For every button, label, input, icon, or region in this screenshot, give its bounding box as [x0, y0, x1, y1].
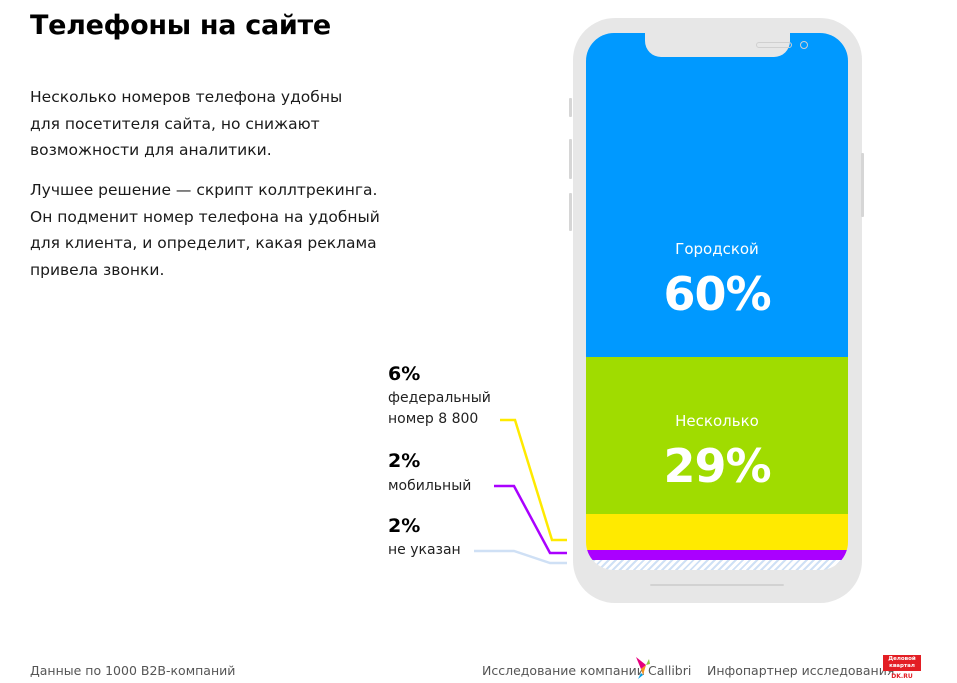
intro-line: для посетителя сайта, но снижают	[30, 114, 320, 133]
phone-chart: Городской 60% Несколько 29%	[569, 18, 864, 603]
segment-city: Городской 60%	[586, 33, 848, 357]
legend-mobile-value: 2%	[388, 450, 421, 472]
legend-federal-line2: номер 8 800	[388, 411, 479, 427]
footer-partner: Инфопартнер исследования	[707, 663, 895, 678]
dk-logo: Деловой квартал	[883, 655, 921, 671]
home-indicator	[650, 584, 784, 586]
phone-mute-button	[569, 98, 572, 117]
segment-several-label: Несколько	[675, 412, 759, 430]
phone-notch	[645, 33, 808, 57]
dk-site: DK.RU	[891, 673, 913, 680]
legend-unknown-label: не указан	[388, 542, 461, 558]
page-title: Телефоны на сайте	[30, 10, 331, 41]
phone-volume-up-button	[569, 139, 572, 179]
camera-icon	[800, 41, 808, 49]
connector-mobile	[494, 484, 567, 555]
phone-power-button	[861, 153, 864, 217]
footer-research-by: Исследование компании	[482, 663, 645, 678]
segment-city-value: 60%	[663, 267, 771, 321]
intro-line: возможности для аналитики.	[30, 141, 272, 159]
segment-several: Несколько 29%	[586, 357, 848, 514]
intro-line: для клиента, и определит, какая реклама	[30, 234, 377, 252]
legend-mobile-label: мобильный	[388, 478, 472, 494]
footer-source: Данные по 1000 B2B-компаний	[30, 663, 236, 678]
connector-unknown	[474, 549, 567, 565]
segment-federal	[586, 514, 848, 550]
phone-volume-down-button	[569, 193, 572, 231]
speaker-icon	[756, 42, 792, 48]
legend-unknown-value: 2%	[388, 515, 421, 537]
intro-line: Лучшее решение — скрипт коллтрекинга.	[30, 181, 378, 199]
connector-federal	[500, 418, 567, 542]
segment-city-label: Городской	[675, 240, 759, 258]
intro-paragraph-2: Лучшее решение — скрипт коллтрекинга. Он…	[30, 177, 390, 283]
intro-line: Несколько номеров телефона удобны	[30, 88, 343, 106]
dk-logo-line1: Деловой	[888, 656, 916, 662]
legend-federal-label: федеральный номер 8 800	[388, 388, 491, 430]
intro-paragraph-1: Несколько номеров телефона удобны для по…	[30, 84, 390, 164]
segment-mobile	[586, 550, 848, 560]
phone-screen: Городской 60% Несколько 29%	[586, 33, 848, 570]
callibri-name: Callibri	[648, 663, 692, 678]
dk-logo-line2: квартал	[889, 663, 915, 669]
legend-federal-value: 6%	[388, 363, 421, 385]
segment-several-value: 29%	[663, 439, 771, 493]
segment-unknown	[586, 560, 848, 570]
legend-federal-line1: федеральный	[388, 390, 491, 406]
callibri-logo-icon	[636, 657, 650, 679]
intro-line: Он подменит номер телефона на удобный	[30, 207, 380, 226]
intro-line: привела звонки.	[30, 260, 165, 279]
